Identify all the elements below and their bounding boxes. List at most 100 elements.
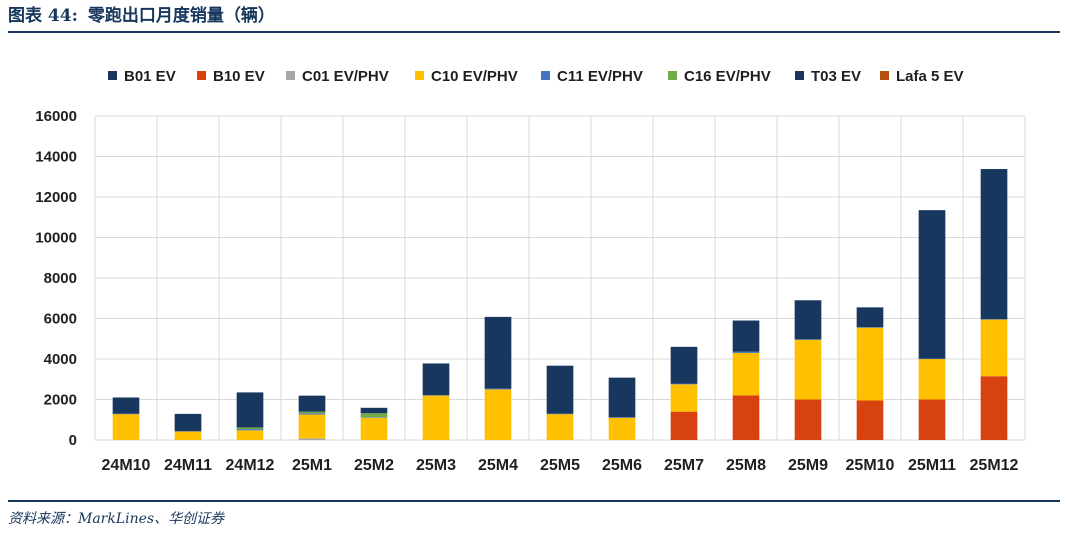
x-tick-label-2: 24M12 xyxy=(226,457,275,474)
y-tick-label-6: 12000 xyxy=(35,189,77,206)
footer-divider xyxy=(8,500,1060,502)
bar-24M12-c16-ev-phv xyxy=(236,427,264,430)
bar-24M11-t03-ev xyxy=(174,413,202,432)
legend-item-5: C16 EV/PHV xyxy=(668,68,771,85)
x-tick-label-1: 24M11 xyxy=(164,457,212,474)
figure-label: 图表 44: xyxy=(8,6,78,26)
legend-swatch-7 xyxy=(880,71,889,80)
x-axis-tick-labels: 24M10 24M11 24M12 25M1 25M2 25M3 25M4 25M5 25M6 2… xyxy=(102,457,1019,474)
bar-25M6-c11-ev-phv xyxy=(608,417,636,418)
bar-24M10-t03-ev xyxy=(112,397,140,414)
bar-chart: 0 2000 4000 6000 8000 10000 12000 14000 16000 24… xyxy=(35,68,1026,474)
x-tick-label-13: 25M11 xyxy=(908,457,956,474)
legend-item-1: B10 EV xyxy=(197,68,265,85)
bar-25M2-t03-ev xyxy=(360,407,388,414)
bar-25M10-c10-ev-phv xyxy=(856,327,884,401)
legend-item-7: Lafa 5 EV xyxy=(880,68,964,85)
bar-25M3-c11-ev-phv xyxy=(422,395,450,396)
bar-24M12-c11-ev-phv xyxy=(236,429,264,431)
y-tick-label-3: 6000 xyxy=(44,311,77,328)
figure-title: 图表 44: 零跑出口月度销量（辆） xyxy=(8,4,285,28)
legend-swatch-1 xyxy=(197,71,206,80)
bar-25M1-c01-ev-phv xyxy=(298,438,326,440)
x-tick-label-3: 25M1 xyxy=(292,457,332,474)
legend-label-2: C01 EV/PHV xyxy=(302,68,389,85)
bar-25M12-c10-ev-phv xyxy=(980,319,1008,377)
bar-25M9-c11-ev-phv xyxy=(794,339,822,340)
bar-25M5-t03-ev xyxy=(546,365,574,414)
x-tick-label-12: 25M10 xyxy=(846,457,895,474)
bar-25M4-c10-ev-phv xyxy=(484,389,512,440)
bar-25M5-c10-ev-phv xyxy=(546,414,574,440)
legend-swatch-3 xyxy=(415,71,424,80)
x-tick-label-6: 25M4 xyxy=(478,457,518,474)
bar-24M12-c10-ev-phv xyxy=(236,430,264,440)
y-tick-label-7: 14000 xyxy=(35,149,77,166)
legend-item-2: C01 EV/PHV xyxy=(286,68,389,85)
x-tick-label-9: 25M7 xyxy=(664,457,704,474)
legend-label-3: C10 EV/PHV xyxy=(431,68,518,85)
legend-item-0: B01 EV xyxy=(108,68,176,85)
bar-25M8-b10-ev xyxy=(732,395,760,440)
bar-25M9-b10-ev xyxy=(794,399,822,440)
x-tick-label-10: 25M8 xyxy=(726,457,766,474)
bar-25M2-c10-ev-phv xyxy=(360,417,388,440)
bar-25M11-t03-ev xyxy=(918,210,946,359)
x-tick-label-8: 25M6 xyxy=(602,457,642,474)
bar-24M11-c11-ev-phv xyxy=(174,431,202,432)
bar-25M10-b10-ev xyxy=(856,400,884,440)
legend-label-5: C16 EV/PHV xyxy=(684,68,771,85)
bar-24M12-t03-ev xyxy=(236,392,264,428)
legend: B01 EV B10 EV C01 EV/PHV C10 EV/PHV C11 EV/P… xyxy=(108,68,964,85)
legend-item-3: C10 EV/PHV xyxy=(415,68,518,85)
bar-25M9-c10-ev-phv xyxy=(794,339,822,400)
bar-25M2-c16-ev-phv xyxy=(360,413,388,418)
bar-25M7-b10-ev xyxy=(670,411,698,440)
legend-label-4: C11 EV/PHV xyxy=(557,68,643,85)
legend-swatch-2 xyxy=(286,71,295,80)
x-tick-label-5: 25M3 xyxy=(416,457,456,474)
y-tick-label-0: 0 xyxy=(69,432,77,449)
legend-item-6: T03 EV xyxy=(795,68,861,85)
bar-25M12-c11-ev-phv xyxy=(980,319,1008,320)
x-tick-label-11: 25M9 xyxy=(788,457,828,474)
bar-25M11-c11-ev-phv xyxy=(918,358,946,360)
bar-25M4-c11-ev-phv xyxy=(484,388,512,390)
title-divider xyxy=(8,31,1060,33)
legend-item-4: C11 EV/PHV xyxy=(541,68,643,85)
bar-25M3-t03-ev xyxy=(422,363,450,396)
bar-25M1-c16-ev-phv xyxy=(298,411,326,414)
source-note: 资料来源：MarkLines、华创证券 xyxy=(8,511,225,527)
legend-label-1: B10 EV xyxy=(213,68,265,85)
legend-label-0: B01 EV xyxy=(124,68,176,85)
bar-25M12-b10-ev xyxy=(980,376,1008,440)
bar-25M6-t03-ev xyxy=(608,377,636,418)
bar-25M5-c11-ev-phv xyxy=(546,413,574,415)
bar-25M6-c10-ev-phv xyxy=(608,417,636,440)
bar-series xyxy=(112,169,1008,440)
x-tick-label-0: 24M10 xyxy=(102,457,151,474)
bar-25M9-t03-ev xyxy=(794,300,822,340)
legend-label-6: T03 EV xyxy=(811,68,861,85)
legend-swatch-6 xyxy=(795,71,804,80)
bar-25M4-t03-ev xyxy=(484,316,512,389)
y-tick-label-1: 2000 xyxy=(44,392,77,409)
y-tick-label-5: 10000 xyxy=(35,230,77,247)
x-tick-label-14: 25M12 xyxy=(970,457,1019,474)
y-tick-label-8: 16000 xyxy=(35,108,77,125)
bar-25M3-c10-ev-phv xyxy=(422,395,450,440)
bar-25M11-b10-ev xyxy=(918,399,946,440)
y-axis-tick-labels: 0 2000 4000 6000 8000 10000 12000 14000 16000 xyxy=(35,108,77,449)
bar-25M10-c11-ev-phv xyxy=(856,327,884,328)
bar-25M7-c11-ev-phv xyxy=(670,383,698,385)
x-tick-label-4: 25M2 xyxy=(354,457,394,474)
legend-swatch-0 xyxy=(108,71,117,80)
bar-25M12-t03-ev xyxy=(980,169,1008,320)
legend-swatch-5 xyxy=(668,71,677,80)
figure-caption: 零跑出口月度销量（辆） xyxy=(87,6,275,26)
bar-25M1-c10-ev-phv xyxy=(298,414,326,439)
y-tick-label-4: 8000 xyxy=(44,270,77,287)
bar-25M7-t03-ev xyxy=(670,346,698,384)
bar-24M10-c11-ev-phv xyxy=(112,413,140,415)
y-tick-label-2: 4000 xyxy=(44,351,77,368)
